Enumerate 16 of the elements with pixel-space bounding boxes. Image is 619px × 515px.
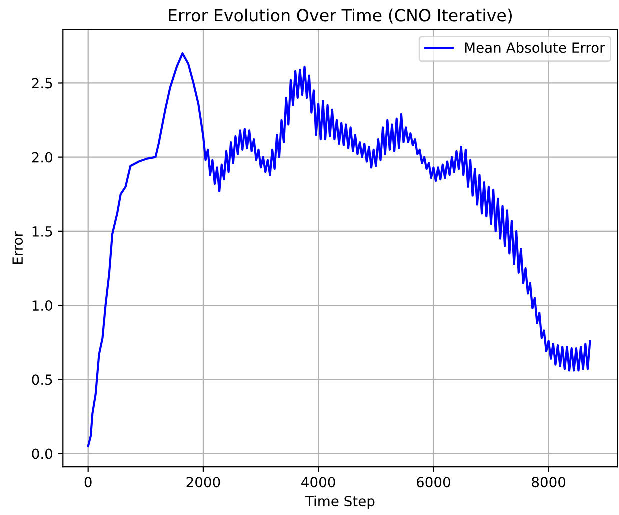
x-axis-title: Time Step: [305, 496, 375, 510]
x-tick-label: 2000: [186, 477, 220, 488]
chart-title: Error Evolution Over Time (CNO Iterative): [169, 8, 512, 24]
x-tick-label: 4000: [302, 477, 336, 488]
x-tick-label: 6000: [416, 477, 450, 488]
legend-label: Mean Absolute Error: [465, 42, 606, 54]
y-tick-label: 1.0: [32, 300, 52, 312]
y-tick-label: 2.5: [32, 78, 52, 89]
y-tick-label: 0.5: [32, 374, 52, 386]
y-tick-label: 1.5: [32, 226, 52, 237]
x-tick-label: 0: [84, 477, 92, 488]
y-axis-title: Error: [12, 232, 24, 264]
x-tick-label: 8000: [532, 477, 566, 488]
y-tick-label: 2.0: [32, 152, 52, 163]
line-series: [87, 52, 592, 448]
y-tick-label: 0.0: [32, 448, 52, 460]
